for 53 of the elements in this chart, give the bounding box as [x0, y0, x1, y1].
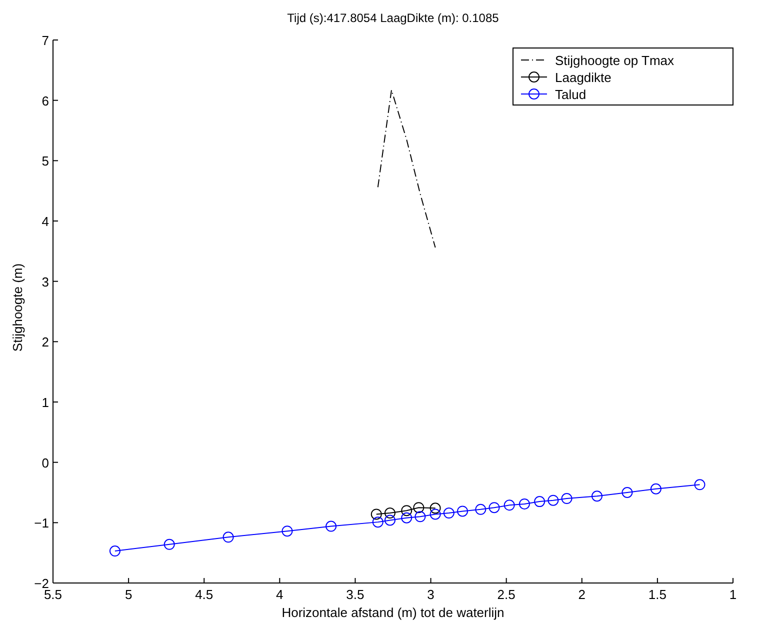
point	[534, 496, 546, 508]
y-tick-label: 1	[42, 395, 49, 410]
point	[401, 505, 412, 516]
point	[401, 512, 412, 524]
point	[109, 546, 120, 557]
point	[282, 526, 293, 537]
point	[414, 511, 426, 522]
chart-title: Tijd (s):417.8054 LaagDikte (m): 0.1085	[287, 11, 500, 25]
x-tick-label: 2.5	[497, 587, 516, 602]
point	[488, 502, 500, 514]
point	[326, 520, 337, 532]
point	[430, 508, 441, 520]
y-tick-label: −1	[34, 516, 49, 531]
point	[694, 479, 706, 490]
point	[372, 516, 384, 528]
x-tick-label: 3.5	[346, 587, 364, 602]
point	[561, 493, 572, 504]
y-tick-label: 0	[42, 455, 49, 470]
point	[518, 498, 530, 510]
line-series	[377, 90, 436, 248]
x-tick-label: 1	[729, 587, 737, 602]
y-tick-label: 6	[42, 93, 49, 108]
point	[384, 508, 396, 519]
legend-label: Stijghoogte op Tmax	[555, 53, 674, 68]
y-tick-label: 7	[42, 33, 49, 48]
point	[504, 500, 515, 511]
point	[222, 532, 234, 543]
y-tick-label: 2	[42, 334, 49, 350]
point	[622, 487, 633, 498]
point	[430, 502, 441, 514]
y-tick-label: 5	[42, 154, 49, 169]
point	[475, 504, 486, 515]
point	[592, 490, 602, 502]
point	[164, 538, 175, 550]
legend-label: Laagdikte	[555, 70, 612, 85]
x-tick-label: 5	[124, 587, 132, 602]
point	[650, 483, 662, 494]
x-tick-label: 4	[276, 587, 284, 602]
x-tick-label: 3	[427, 587, 434, 602]
y-tick-label: 4	[42, 214, 49, 229]
x-tick-label: 4.5	[195, 587, 214, 602]
point	[457, 506, 468, 517]
y-tick-label: 3	[42, 274, 49, 290]
point	[370, 508, 382, 520]
point	[384, 514, 396, 526]
point	[548, 494, 559, 506]
point	[413, 502, 424, 514]
x-tick-label: 1.5	[648, 587, 666, 602]
x-tick-label: 2	[578, 587, 586, 602]
legend-label: Talud	[555, 87, 586, 102]
point	[443, 508, 454, 519]
x-axis-title: Horizontale afstand (m) tot de waterlijn	[282, 605, 504, 620]
y-axis-title: Stijghoogte (m)	[10, 263, 25, 352]
